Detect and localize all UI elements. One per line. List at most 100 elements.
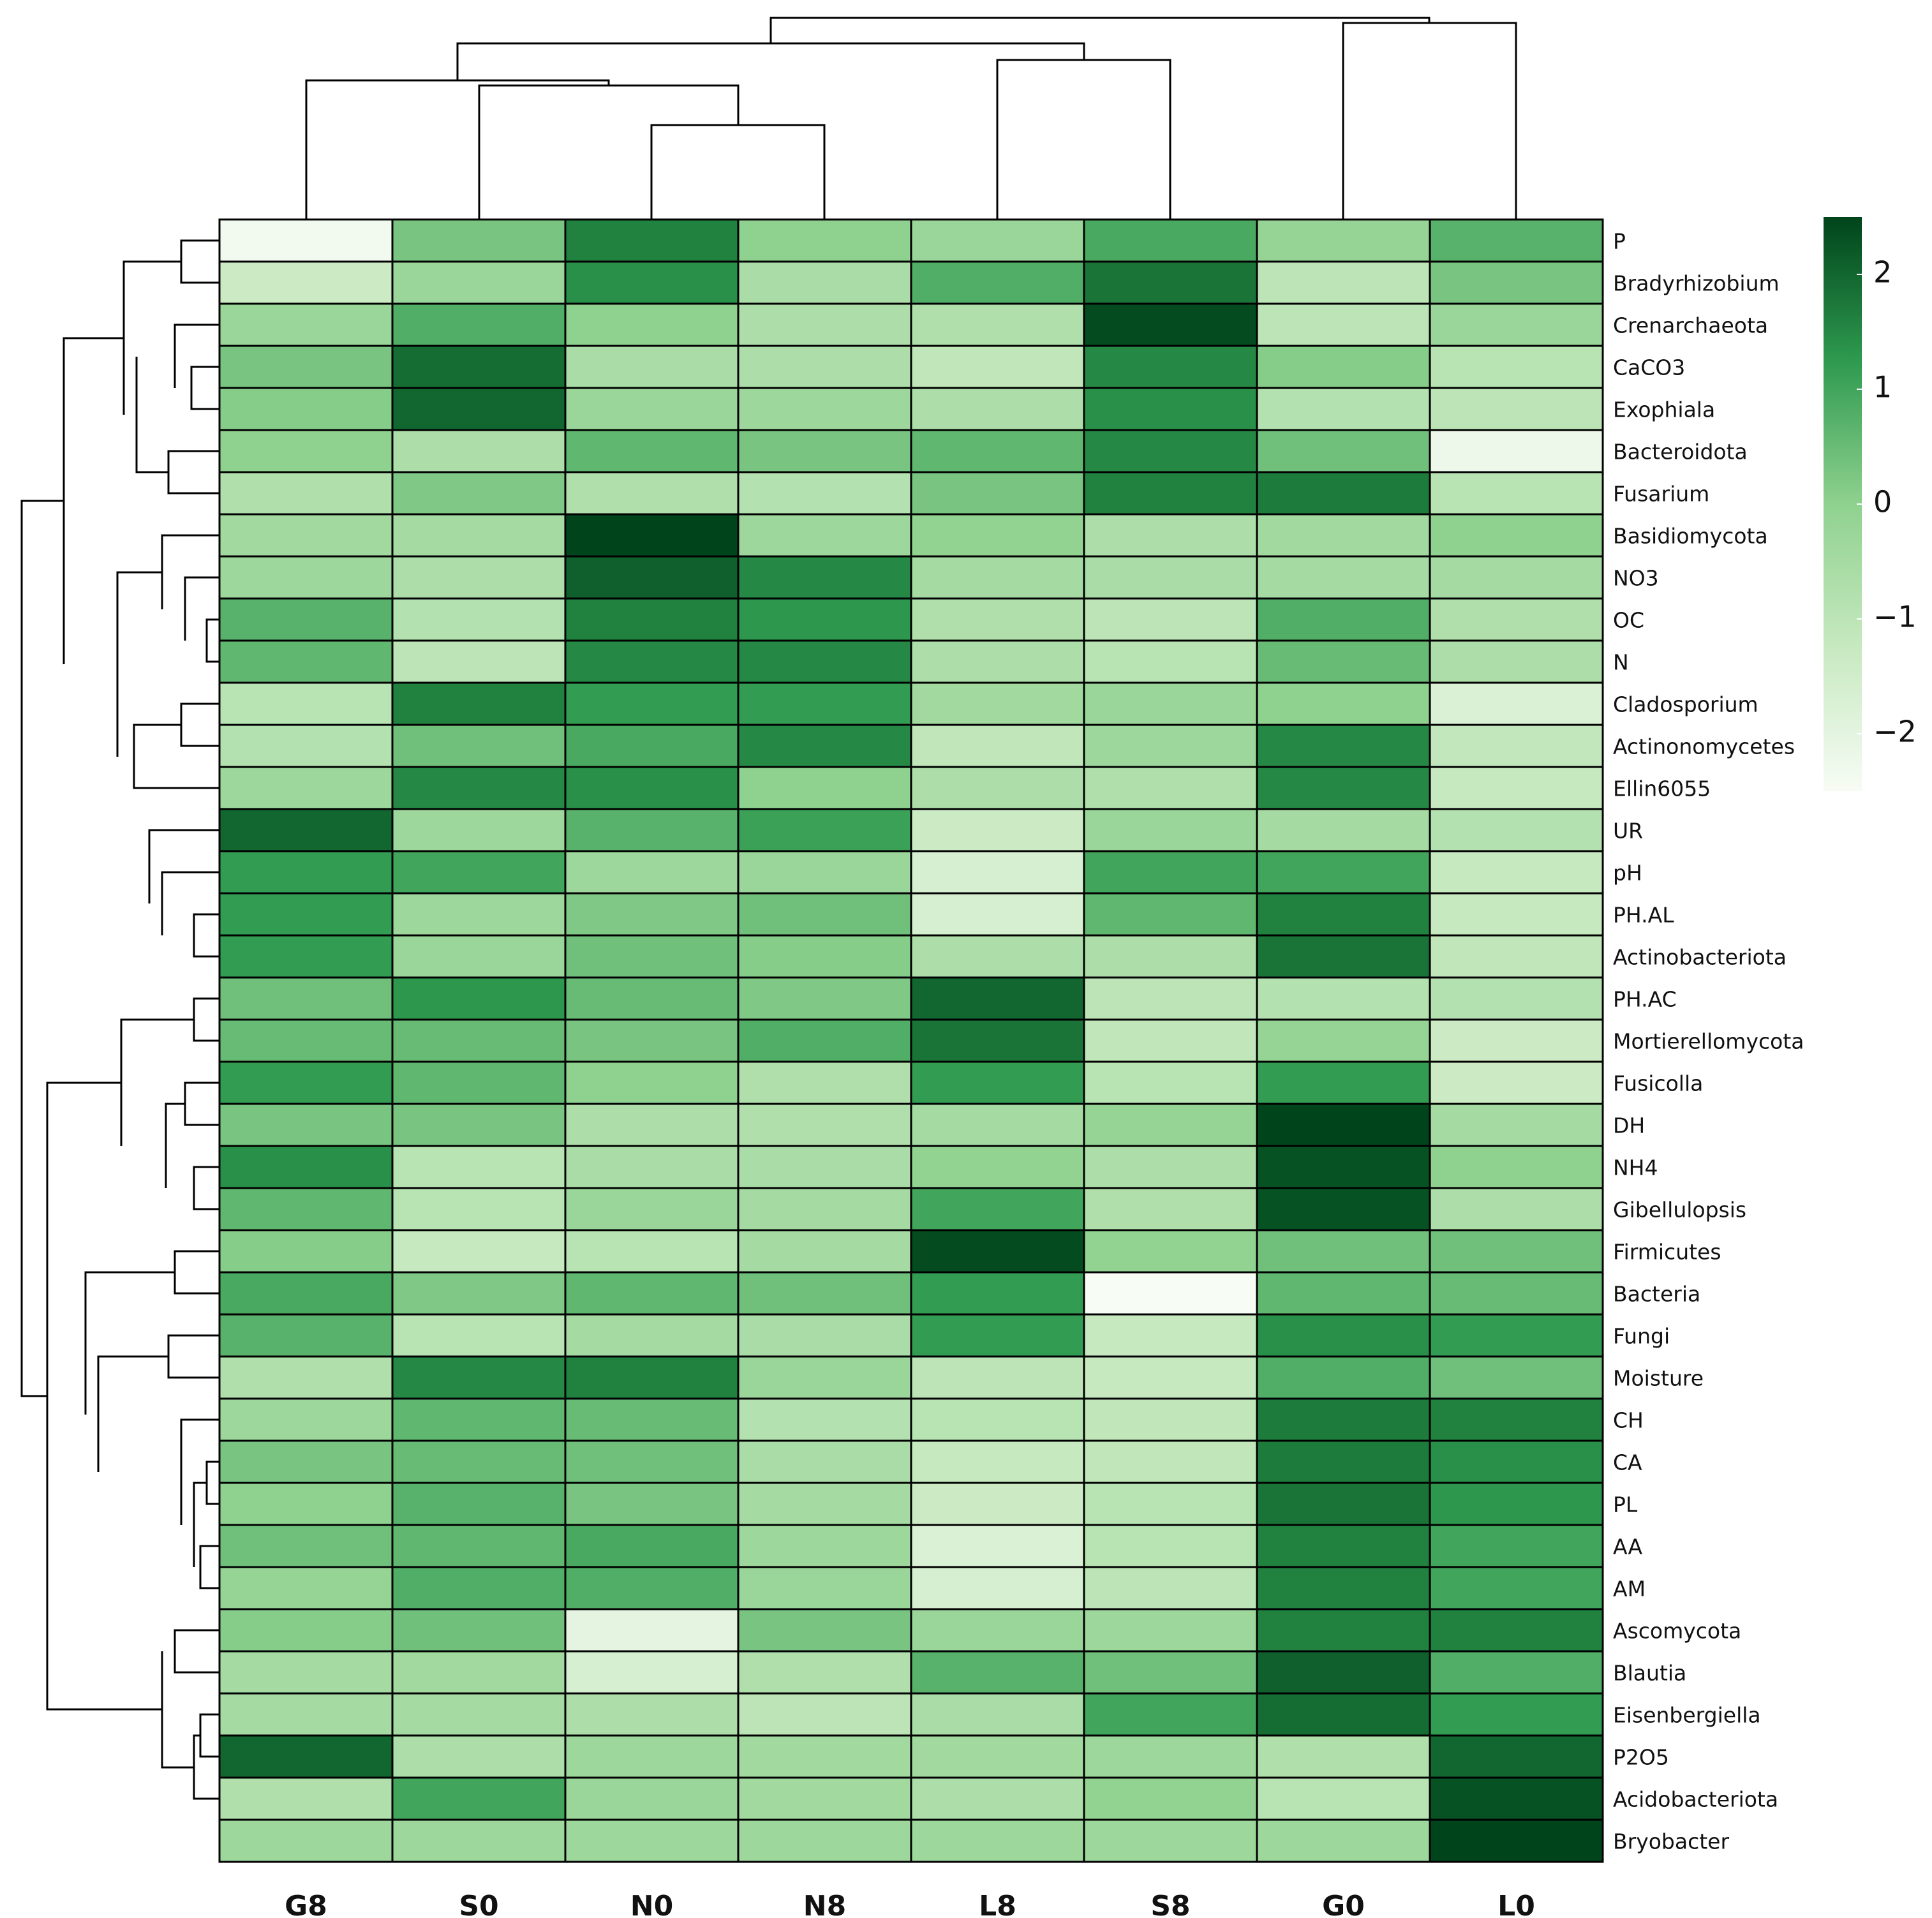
heatmap-cell — [564, 1271, 739, 1316]
heatmap-cell — [391, 387, 567, 431]
heatmap-cell — [1256, 597, 1431, 642]
heatmap-cell — [910, 892, 1085, 937]
column-dendrogram-branch — [478, 84, 739, 219]
heatmap-cell — [391, 808, 567, 852]
heatmap-cell — [391, 260, 567, 305]
heatmap-cell — [1083, 260, 1258, 305]
heatmap-cell — [1429, 1103, 1604, 1147]
column-label: G8 — [285, 1890, 327, 1918]
row-dendrogram-branch — [20, 500, 64, 1397]
heatmap-cell — [218, 1776, 394, 1821]
heatmap-cell — [391, 1439, 567, 1484]
heatmap-cell — [564, 597, 739, 642]
heatmap-cell — [1083, 1355, 1258, 1400]
column-dendrogram-branch — [456, 42, 1085, 80]
row-dendrogram-branch — [135, 357, 168, 473]
heatmap-cell — [1429, 471, 1604, 516]
heatmap-cell — [1429, 724, 1604, 768]
column-dendrogram — [305, 17, 1517, 219]
heatmap-cell — [391, 1482, 567, 1526]
color-legend: 2 1 0 −1 −2 — [1824, 217, 1917, 791]
heatmap-cell — [1429, 597, 1604, 642]
heatmap-cell — [1429, 1018, 1604, 1063]
heatmap-cell — [737, 1397, 912, 1442]
heatmap-cell — [1083, 218, 1258, 263]
heatmap-cell — [1256, 1482, 1431, 1526]
heatmap-cell — [1429, 808, 1604, 852]
legend-tick-label: −2 — [1873, 715, 1917, 749]
row-label: Fusicolla — [1613, 1071, 1703, 1096]
row-label: UR — [1613, 819, 1643, 844]
heatmap-cell — [1429, 260, 1604, 305]
row-label: Basidiomycota — [1613, 524, 1768, 549]
heatmap-cell — [910, 1692, 1085, 1737]
heatmap-cell — [391, 1566, 567, 1610]
row-label: NO3 — [1613, 566, 1659, 591]
row-label: PH.AL — [1613, 903, 1674, 928]
heatmap-cell — [218, 1145, 394, 1189]
heatmap-cell — [391, 1229, 567, 1274]
heatmap-cell — [391, 1060, 567, 1105]
heatmap-cell — [1429, 850, 1604, 895]
row-labels: P Bradyrhizobium Crenarchaeota CaCO3 Exophia… — [1613, 229, 1804, 1854]
heatmap-cell — [564, 260, 739, 305]
heatmap-cell — [391, 892, 567, 937]
heatmap-cell — [218, 892, 394, 937]
heatmap-cell — [1083, 1397, 1258, 1442]
row-dendrogram-branch — [193, 1482, 207, 1567]
heatmap-cell — [910, 1060, 1085, 1105]
heatmap-cell — [1083, 1650, 1258, 1695]
row-dendrogram-branch — [184, 576, 219, 641]
heatmap-cell — [1429, 934, 1604, 979]
heatmap-cell — [1429, 639, 1604, 684]
heatmap-cell — [910, 1734, 1085, 1779]
heatmap-cell — [1429, 1271, 1604, 1316]
heatmap-cell — [564, 1103, 739, 1147]
row-label: Actinobacteriota — [1613, 945, 1787, 970]
heatmap-cell — [1083, 850, 1258, 895]
heatmap-cell — [218, 1608, 394, 1653]
heatmap-cell — [1256, 1397, 1431, 1442]
heatmap-cell — [737, 1018, 912, 1063]
heatmap-cell — [910, 766, 1085, 810]
heatmap-cell — [391, 639, 567, 684]
heatmap-cell — [1256, 1271, 1431, 1316]
heatmap-cell — [391, 1103, 567, 1147]
heatmap-cell — [737, 387, 912, 431]
heatmap-cell — [218, 1524, 394, 1568]
row-label: Mortierellomycota — [1613, 1029, 1804, 1054]
heatmap-cell — [1429, 555, 1604, 600]
heatmap-cell — [1256, 892, 1431, 937]
heatmap-cell — [218, 681, 394, 726]
heatmap-cell — [218, 302, 394, 347]
heatmap-cell — [1256, 1650, 1431, 1695]
row-dendrogram-branch — [63, 337, 124, 664]
heatmap-cell — [910, 1439, 1085, 1484]
heatmap-cell — [737, 302, 912, 347]
heatmap-cell — [564, 555, 739, 600]
heatmap-cell — [737, 513, 912, 558]
column-label: N8 — [803, 1890, 846, 1918]
heatmap-cell — [564, 345, 739, 389]
heatmap-cell — [737, 1145, 912, 1189]
heatmap-cell — [910, 597, 1085, 642]
heatmap-cell — [1256, 850, 1431, 895]
heatmap-cell — [391, 1608, 567, 1653]
color-legend-bar — [1824, 217, 1862, 791]
heatmap-cell — [910, 1397, 1085, 1442]
heatmap-cell — [910, 681, 1085, 726]
row-label: Moisture — [1613, 1366, 1704, 1391]
heatmap-cell — [1256, 345, 1431, 389]
heatmap-cell — [910, 1018, 1085, 1063]
heatmap-cell — [1083, 724, 1258, 768]
heatmap-cell — [737, 555, 912, 600]
row-label: PH.AC — [1613, 987, 1677, 1012]
heatmap-cell — [1083, 808, 1258, 852]
heatmap-cell — [218, 1439, 394, 1484]
heatmap-cell — [218, 976, 394, 1021]
heatmap-cell — [1429, 218, 1604, 263]
heatmap-cell — [218, 1271, 394, 1316]
legend-tick-label: 1 — [1873, 370, 1892, 405]
heatmap-cell — [1429, 1229, 1604, 1274]
row-label: Bacteria — [1613, 1282, 1700, 1307]
